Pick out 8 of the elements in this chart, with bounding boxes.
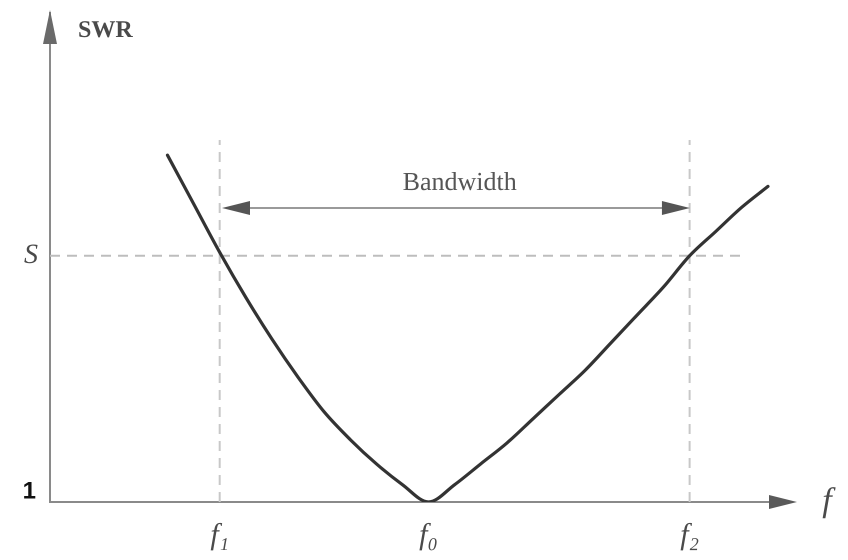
- x-tick-label: f₀: [419, 518, 438, 551]
- x-tick-label: f₁: [210, 518, 230, 551]
- y-axis-title: SWR: [78, 17, 134, 44]
- x-tick-label: f₂: [680, 518, 700, 551]
- x-axis-title: f: [822, 482, 836, 519]
- text: 1: [22, 478, 36, 505]
- annotation: Bandwidth: [402, 166, 517, 196]
- ref-line-label: S: [24, 239, 38, 270]
